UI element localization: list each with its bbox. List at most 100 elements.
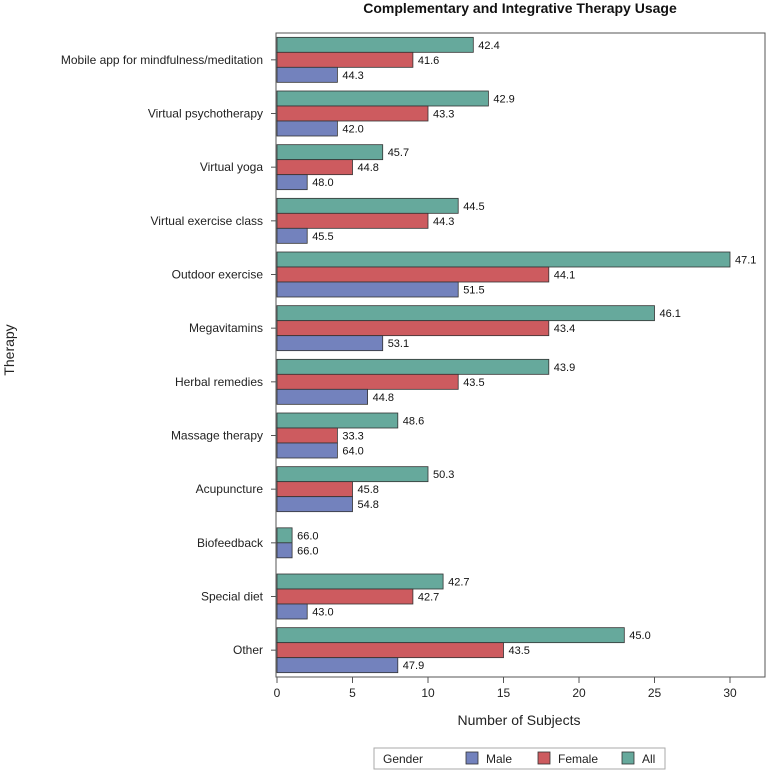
bar-value-label: 64.0 xyxy=(342,446,363,458)
x-axis-title: Number of Subjects xyxy=(458,712,581,728)
bar-value-label: 66.0 xyxy=(297,545,318,557)
bar-value-label: 44.3 xyxy=(433,216,454,228)
bar-all xyxy=(276,466,429,483)
legend: Gender Male Female All xyxy=(373,747,666,770)
bar-value-label: 33.3 xyxy=(342,431,363,443)
bar-female xyxy=(276,427,338,444)
bar-female xyxy=(276,588,414,605)
bar-male xyxy=(276,281,459,298)
bar-male xyxy=(276,603,308,620)
bar-value-label: 44.8 xyxy=(358,162,379,174)
bar-labels-group: 42.4 41.6 44.3 42.9 43.3 42.0 45.7 44.8 48.0 44.5… xyxy=(297,40,756,672)
bar-all xyxy=(276,358,550,375)
legend-frame xyxy=(373,747,666,770)
bar-female xyxy=(276,105,429,122)
bar-male xyxy=(276,496,353,513)
bar-value-label: 42.9 xyxy=(493,94,514,106)
bar-value-label: 44.8 xyxy=(373,392,394,404)
x-tick-label: 30 xyxy=(723,686,737,700)
bar-value-label: 46.1 xyxy=(660,308,681,320)
bar-value-label: 45.0 xyxy=(629,630,650,642)
x-tick-label: 5 xyxy=(349,686,356,700)
bar-value-label: 43.4 xyxy=(554,323,575,335)
bar-value-label: 47.9 xyxy=(403,660,424,672)
bar-all xyxy=(276,90,489,107)
bar-value-label: 42.4 xyxy=(478,40,499,52)
bar-male xyxy=(276,442,338,459)
bar-all xyxy=(276,412,399,429)
bar-value-label: 44.5 xyxy=(463,201,484,213)
bar-value-label: 44.1 xyxy=(554,270,575,282)
bar-value-label: 42.0 xyxy=(342,124,363,136)
y-tick-label: Other xyxy=(233,643,263,657)
y-axis-title: Therapy xyxy=(1,324,17,375)
bar-value-label: 45.5 xyxy=(312,231,333,243)
bar-female xyxy=(276,266,550,283)
bar-male xyxy=(276,335,384,352)
y-tick-label: Special diet xyxy=(201,590,264,604)
y-tick-label: Acupuncture xyxy=(196,482,264,496)
y-axis: Mobile app for mindfulness/meditation Vir… xyxy=(61,53,276,657)
legend-swatch-all xyxy=(621,751,635,765)
bar-female xyxy=(276,373,459,390)
bar-value-label: 45.7 xyxy=(388,147,409,159)
bar-all xyxy=(276,573,444,590)
bar-male xyxy=(276,120,338,137)
bars-group xyxy=(276,36,731,674)
bar-all xyxy=(276,251,731,268)
bar-value-label: 53.1 xyxy=(388,338,409,350)
x-tick-label: 0 xyxy=(274,686,281,700)
y-tick-label: Virtual psychotherapy xyxy=(148,107,263,121)
y-tick-label: Herbal remedies xyxy=(175,375,263,389)
bar-female xyxy=(276,51,414,68)
bar-all xyxy=(276,36,474,53)
x-tick-label: 10 xyxy=(421,686,435,700)
legend-title: Gender xyxy=(383,752,423,766)
bar-value-label: 45.8 xyxy=(358,484,379,496)
bar-female xyxy=(276,320,550,337)
bar-all xyxy=(276,197,459,214)
chart-title: Complementary and Integrative Therapy Us… xyxy=(363,0,677,16)
bar-value-label: 41.6 xyxy=(418,55,439,67)
x-tick-label: 25 xyxy=(648,686,662,700)
bar-value-label: 66.0 xyxy=(297,530,318,542)
y-tick-label: Virtual yoga xyxy=(200,160,263,174)
x-axis: 0 5 10 15 20 25 30 xyxy=(274,677,737,700)
bar-male xyxy=(276,657,399,674)
bar-value-label: 50.3 xyxy=(433,469,454,481)
bar-value-label: 42.7 xyxy=(418,592,439,604)
bar-value-label: 47.1 xyxy=(735,255,756,267)
y-tick-label: Megavitamins xyxy=(189,321,263,335)
legend-swatch-male xyxy=(465,751,479,765)
bar-male xyxy=(276,227,308,244)
bar-female xyxy=(276,159,353,176)
bar-value-label: 54.8 xyxy=(358,499,379,511)
bar-value-label: 42.7 xyxy=(448,577,469,589)
bar-value-label: 43.0 xyxy=(312,607,333,619)
bar-value-label: 48.6 xyxy=(403,416,424,428)
bar-all xyxy=(276,627,625,644)
bar-value-label: 48.0 xyxy=(312,177,333,189)
bar-male xyxy=(276,174,308,191)
bar-all xyxy=(276,144,384,161)
y-tick-label: Biofeedback xyxy=(197,536,264,550)
legend-swatch-female xyxy=(537,751,551,765)
bar-all xyxy=(276,305,655,322)
x-tick-label: 20 xyxy=(572,686,586,700)
legend-label-male: Male xyxy=(486,752,512,766)
bar-value-label: 44.3 xyxy=(342,70,363,82)
y-tick-label: Outdoor exercise xyxy=(172,268,264,282)
bar-value-label: 43.9 xyxy=(554,362,575,374)
bar-value-label: 43.5 xyxy=(463,377,484,389)
bar-female xyxy=(276,642,504,659)
bar-male xyxy=(276,388,368,405)
y-tick-label: Virtual exercise class xyxy=(151,214,264,228)
bar-male xyxy=(276,542,293,559)
x-tick-label: 15 xyxy=(497,686,511,700)
bar-value-label: 43.3 xyxy=(433,109,454,121)
bar-female xyxy=(276,212,429,229)
legend-label-female: Female xyxy=(558,752,598,766)
y-tick-label: Massage therapy xyxy=(171,429,263,443)
bar-value-label: 43.5 xyxy=(509,645,530,657)
